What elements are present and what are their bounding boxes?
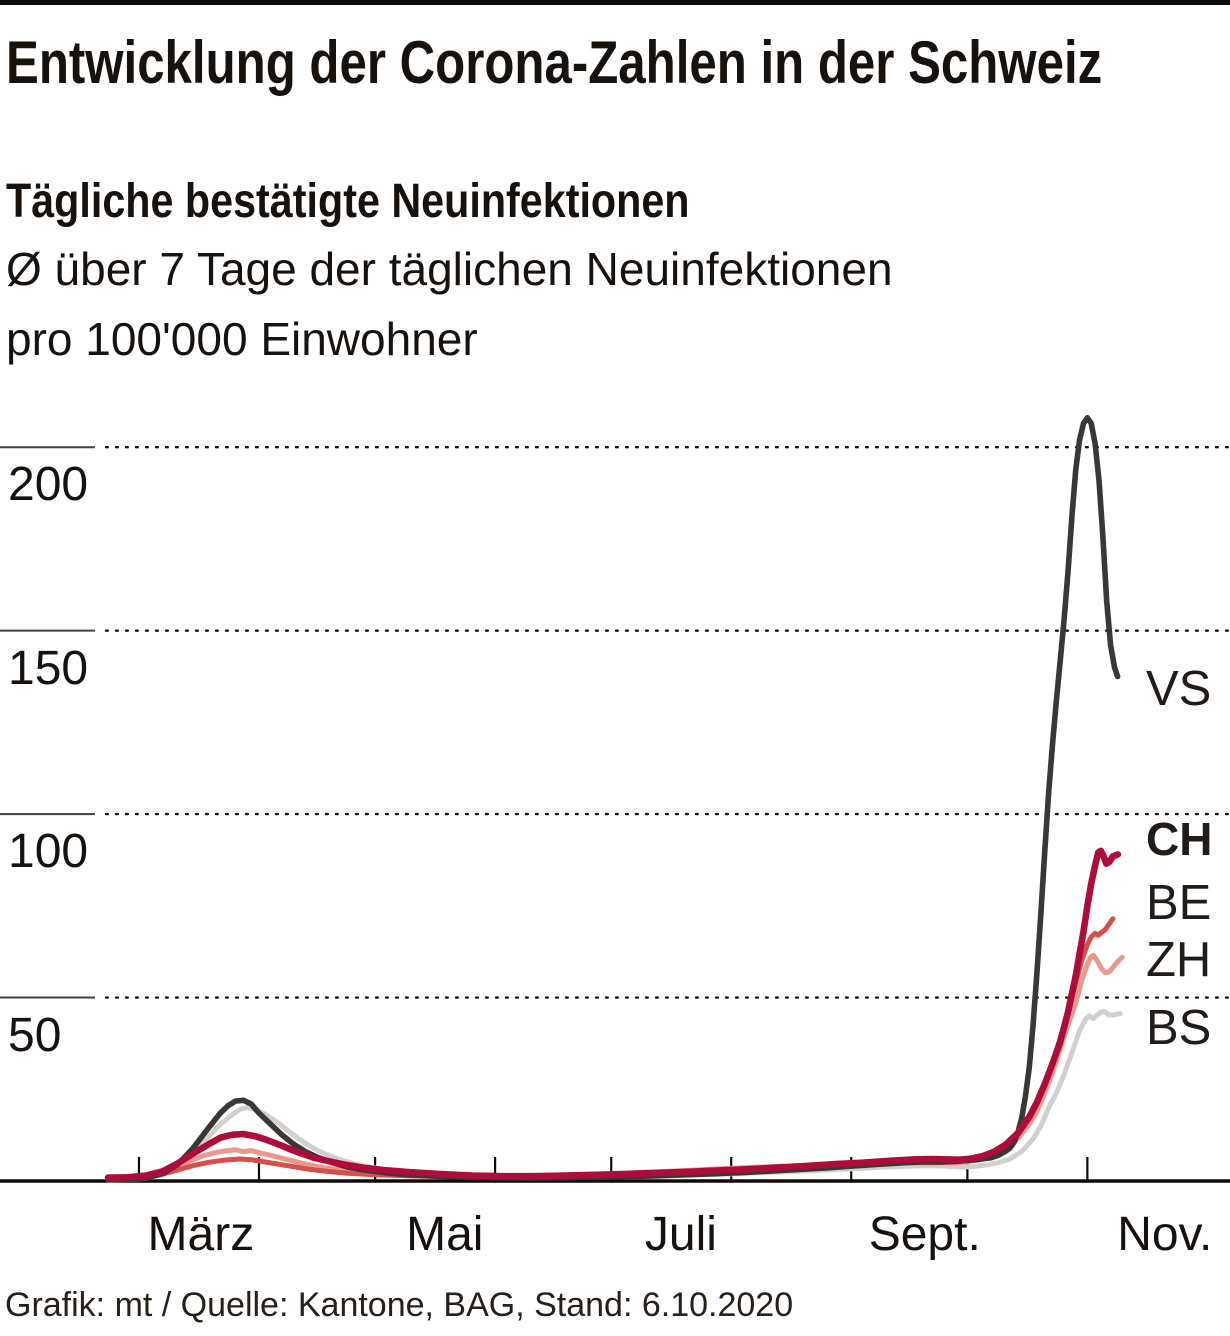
y-axis-label-50: 50 [8,1008,62,1062]
page-title: Entwicklung der Corona-Zahlen in der Sch… [6,28,1230,97]
series-label-BS: BS [1146,1001,1212,1056]
y-axis-label-200: 200 [8,458,89,512]
series-line-ZH [105,952,1125,1182]
y-axis-label-100: 100 [8,825,89,879]
x-axis-label-Juli: Juli [644,1208,717,1261]
chart-subtitle: Tägliche bestätigte Neuinfektionen [6,174,801,229]
x-axis-label-März: März [147,1208,255,1261]
page-title-text: Entwicklung der Corona-Zahlen in der Sch… [6,29,1103,96]
top-accent-bar [0,0,1230,5]
chart-description-line2: pro 100'000 Einwohner [6,313,478,365]
series-label-ZH: ZH [1146,933,1212,988]
x-axis-label-Sept.: Sept. [868,1208,981,1261]
chart-description-line1: Ø über 7 Tage der täglichen Neuinfektion… [6,243,893,295]
x-axis-label-Nov.: Nov. [1117,1208,1213,1261]
chart-subtitle-text: Tägliche bestätigte Neuinfektionen [6,175,690,228]
x-axis-label-Mai: Mai [406,1208,484,1261]
series-line-CH [104,847,1122,1181]
source-credit: Grafik: mt / Quelle: Kantone, BAG, Stand… [5,1286,794,1324]
y-axis-label-150: 150 [8,641,89,695]
series-label-CH: CH [1146,813,1213,866]
series-label-VS: VS [1146,661,1212,716]
series-line-VS [105,415,1121,1183]
series-label-BE: BE [1146,876,1212,931]
